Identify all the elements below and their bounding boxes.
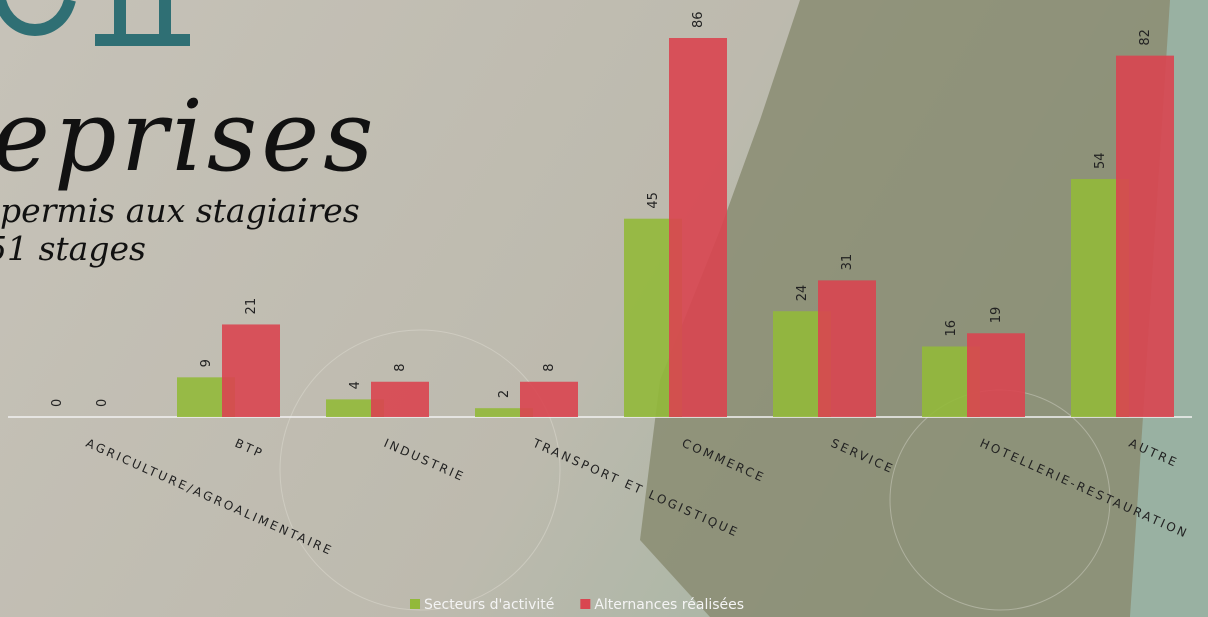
data-label: 21 bbox=[244, 298, 259, 315]
x-tick-label: BTP bbox=[233, 436, 266, 461]
data-label: 19 bbox=[989, 307, 1004, 324]
data-label: 16 bbox=[944, 320, 959, 337]
data-label: 8 bbox=[542, 363, 557, 371]
x-tick-label: COMMERCE bbox=[680, 436, 768, 485]
legend-swatch bbox=[410, 599, 420, 609]
subtitle: permis aux stagiaires bbox=[0, 191, 360, 230]
data-label: 0 bbox=[95, 399, 110, 407]
legend-label: Alternances réalisées bbox=[594, 597, 744, 613]
title: eprises bbox=[0, 80, 378, 194]
bar bbox=[371, 381, 429, 417]
data-label: 54 bbox=[1093, 152, 1108, 169]
data-label: 8 bbox=[393, 363, 408, 371]
x-tick-label: SERVICE bbox=[829, 436, 897, 476]
bar bbox=[1116, 55, 1174, 418]
subtitle: 51 stages bbox=[0, 229, 146, 268]
x-tick-label: AGRICULTURE/AGROALIMENTAIRE bbox=[84, 436, 336, 558]
data-label: 86 bbox=[691, 11, 706, 28]
data-label: 4 bbox=[348, 381, 363, 389]
data-label: 45 bbox=[646, 192, 661, 209]
data-label: 2 bbox=[497, 390, 512, 398]
x-tick-label: AUTRE bbox=[1127, 436, 1181, 470]
x-tick-label: INDUSTRIE bbox=[382, 436, 468, 484]
data-label: 9 bbox=[199, 359, 214, 367]
bar bbox=[669, 38, 727, 417]
bar bbox=[326, 399, 384, 417]
bar bbox=[520, 381, 578, 417]
data-label: 31 bbox=[840, 254, 855, 271]
bar bbox=[818, 280, 876, 417]
legend-swatch bbox=[580, 599, 591, 609]
data-label: 82 bbox=[1138, 29, 1153, 46]
bar bbox=[967, 333, 1025, 417]
bar bbox=[222, 324, 280, 417]
legend-label: Secteurs d'activité bbox=[424, 597, 554, 613]
bar bbox=[475, 408, 533, 417]
data-label: 24 bbox=[795, 285, 810, 302]
data-label: 0 bbox=[50, 399, 65, 407]
